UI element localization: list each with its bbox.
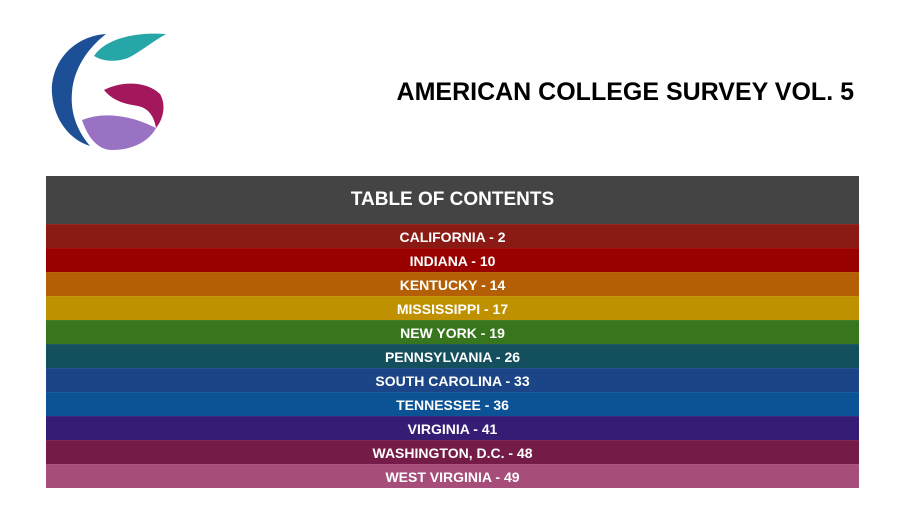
toc-row[interactable]: WASHINGTON, D.C. - 48 — [46, 440, 859, 464]
toc-rows: CALIFORNIA - 2 INDIANA - 10 KENTUCKY - 14 M… — [46, 224, 859, 488]
toc-row[interactable]: PENNSYLVANIA - 26 — [46, 344, 859, 368]
toc-row[interactable]: CALIFORNIA - 2 — [46, 224, 859, 248]
toc-row[interactable]: KENTUCKY - 14 — [46, 272, 859, 296]
toc-row[interactable]: NEW YORK - 19 — [46, 320, 859, 344]
toc-row[interactable]: SOUTH CAROLINA - 33 — [46, 368, 859, 392]
toc-row[interactable]: MISSISSIPPI - 17 — [46, 296, 859, 320]
toc-row[interactable]: VIRGINIA - 41 — [46, 416, 859, 440]
table-of-contents: TABLE OF CONTENTS CALIFORNIA - 2 INDIANA … — [46, 176, 859, 488]
toc-row[interactable]: TENNESSEE - 36 — [46, 392, 859, 416]
toc-row[interactable]: INDIANA - 10 — [46, 248, 859, 272]
toc-header: TABLE OF CONTENTS — [46, 176, 859, 224]
stylized-g-logo-icon — [44, 28, 168, 152]
toc-row[interactable]: WEST VIRGINIA - 49 — [46, 464, 859, 488]
document-title: AMERICAN COLLEGE SURVEY VOL. 5 — [396, 78, 854, 106]
